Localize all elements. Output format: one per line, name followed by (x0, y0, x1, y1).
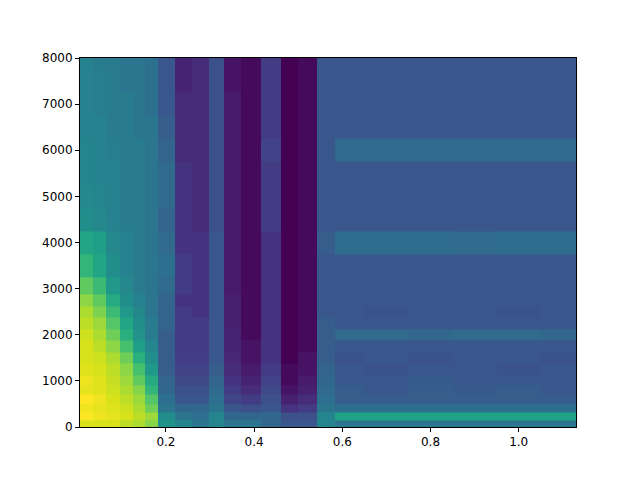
svg-text:4000: 4000 (42, 236, 73, 250)
svg-text:5000: 5000 (42, 190, 73, 204)
svg-text:8000: 8000 (42, 51, 73, 65)
svg-text:1000: 1000 (42, 374, 73, 388)
svg-text:0: 0 (65, 420, 73, 434)
svg-text:0.2: 0.2 (156, 435, 175, 449)
svg-text:3000: 3000 (42, 282, 73, 296)
svg-text:0.4: 0.4 (245, 435, 264, 449)
svg-text:0.8: 0.8 (421, 435, 440, 449)
svg-text:2000: 2000 (42, 328, 73, 342)
svg-text:6000: 6000 (42, 143, 73, 157)
svg-text:1.0: 1.0 (509, 435, 528, 449)
svg-text:7000: 7000 (42, 97, 73, 111)
svg-text:0.6: 0.6 (333, 435, 352, 449)
